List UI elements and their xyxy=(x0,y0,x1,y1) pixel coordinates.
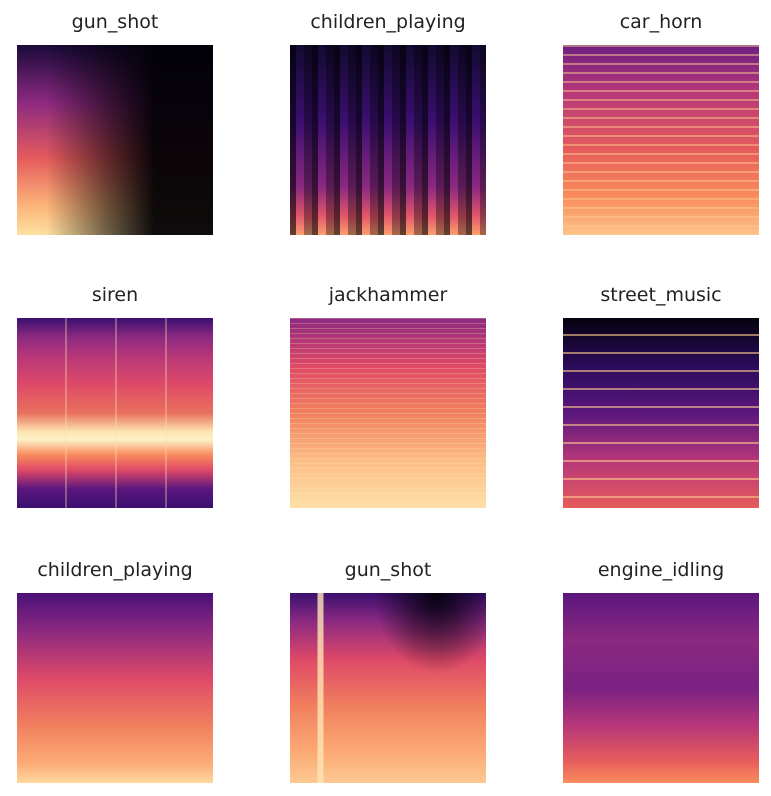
panel-title: siren xyxy=(91,284,139,306)
panel-title: gun_shot xyxy=(71,11,159,33)
panel-title: jackhammer xyxy=(328,284,448,306)
spectrogram-image xyxy=(17,593,213,783)
spectrogram-image xyxy=(290,318,486,508)
spectrogram-image xyxy=(290,45,486,235)
panel-title: children_playing xyxy=(310,11,466,33)
spectrogram-image xyxy=(17,318,213,508)
panel-title: children_playing xyxy=(37,559,193,581)
spectrogram-image xyxy=(290,593,486,783)
spectrogram-image xyxy=(563,45,759,235)
spectrogram-image xyxy=(17,45,213,235)
panel-title: street_music xyxy=(600,284,722,306)
panel-title: engine_idling xyxy=(597,559,725,581)
panel-title: gun_shot xyxy=(344,559,432,581)
panel-title: car_horn xyxy=(619,11,703,33)
spectrogram-image xyxy=(563,318,759,508)
spectrogram-image xyxy=(563,593,759,783)
